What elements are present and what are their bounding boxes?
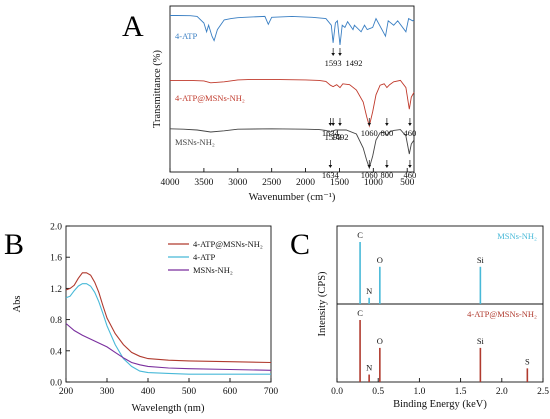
ftir-peak-arrowhead — [338, 53, 342, 56]
ftir-peak-arrowhead — [408, 123, 412, 126]
eds-x-tick-label: 2.5 — [537, 387, 549, 397]
uvvis-x-tick-label: 300 — [100, 387, 115, 397]
ftir-series-labels: 4-ATP 4-ATP@MSNs-NH₂ MSNs-NH₂ — [175, 31, 245, 147]
eds-x-tick-label: 0.5 — [372, 387, 384, 397]
uvvis-y-tick-label: 0.8 — [50, 316, 62, 326]
ftir-x-tick-label: 3500 — [194, 178, 213, 188]
uvvis-plot-frame — [65, 225, 272, 383]
uvvis-series-line — [65, 323, 272, 371]
ftir-peak-label: 1634 — [322, 170, 340, 180]
ftir-peak-label: 800 — [381, 128, 394, 138]
ftir-series-label-msns: MSNs-NH₂ — [175, 137, 215, 147]
panel-letter-c: C — [290, 228, 310, 261]
eds-series: C N O Si C N O Si S — [357, 230, 530, 382]
ftir-peak-arrowhead — [367, 123, 372, 126]
ftir-peak-arrowhead — [367, 165, 372, 168]
eds-peak-label: Si — [477, 336, 485, 346]
uvvis-legend: 4-ATP@MSNs-NH₂ 4-ATP MSNs-NH₂ — [168, 239, 263, 275]
eds-x-tick-label: 1.5 — [455, 387, 467, 397]
eds-series-label-atp-msns: 4-ATP@MSNs-NH₂ — [467, 309, 537, 319]
eds-x-tick-label: 1.0 — [413, 387, 425, 397]
ftir-peak-label: 460 — [404, 128, 417, 138]
ftir-peak-label: 1492 — [331, 132, 348, 142]
eds-peak-label: Si — [477, 255, 485, 265]
ftir-x-tick-label: 2500 — [262, 178, 281, 188]
panel-letter-a: A — [122, 10, 144, 43]
uvvis-x-tick-label: 500 — [182, 387, 197, 397]
ftir-series-label-atp-msns: 4-ATP@MSNs-NH₂ — [175, 93, 245, 103]
eds-peak-label: C — [357, 308, 363, 318]
uvvis-x-tick-label: 200 — [59, 387, 74, 397]
eds-x-axis-title: Binding Energy (keV) — [393, 399, 487, 410]
ftir-series-label-atp: 4-ATP — [175, 31, 197, 41]
eds-x-tick-label: 2.0 — [496, 387, 508, 397]
eds-x-tick-label: 0.0 — [331, 387, 343, 397]
uvvis-y-tick-label: 0.4 — [50, 347, 62, 357]
uvvis-y-tick-label: 0.0 — [50, 379, 62, 389]
ftir-peak-label: 1634 — [322, 128, 340, 138]
ftir-x-tick-label: 3000 — [228, 178, 247, 188]
ftir-peak-arrowhead — [331, 123, 335, 126]
ftir-peak-label: 1593 — [325, 132, 342, 142]
ftir-x-tick-label: 500 — [400, 178, 415, 188]
ftir-peak-arrowhead — [385, 123, 389, 126]
ftir-series-line — [169, 128, 415, 170]
uvvis-ticks: 200 300 400 500 600 700 0.0 0.4 0.8 1.2 1.6 2.0 — [50, 223, 278, 398]
ftir-peak-label: 1060 — [361, 170, 378, 180]
uvvis-y-tick-label: 1.6 — [50, 254, 62, 264]
ftir-peak-label: 800 — [381, 170, 394, 180]
uvvis-x-axis-title: Wavelength (nm) — [132, 403, 205, 414]
ftir-peak-arrowhead — [338, 123, 342, 126]
eds-peak-label: N — [366, 286, 372, 296]
uvvis-legend-label-atp: 4-ATP — [193, 252, 215, 262]
panel-letter-b: B — [4, 228, 24, 261]
ftir-x-tick-label: 1500 — [330, 178, 349, 188]
ftir-y-axis-title: Transmittance (%) — [152, 49, 163, 128]
ftir-series — [169, 15, 415, 170]
ftir-x-tick-label: 2000 — [296, 178, 315, 188]
ftir-peak-label: 1060 — [361, 128, 378, 138]
uvvis-legend-label-msns: MSNs-NH₂ — [193, 265, 233, 275]
eds-x-ticks: 0.0 0.5 1.0 1.5 2.0 2.5 — [331, 378, 549, 397]
ftir-peak-label: 1492 — [345, 58, 362, 68]
ftir-peak-label: 460 — [404, 170, 417, 180]
ftir-peak-arrowhead — [331, 53, 335, 56]
eds-peak-label: C — [357, 230, 363, 240]
ftir-series-line — [170, 15, 415, 46]
ftir-peak-arrowhead — [328, 165, 333, 168]
uvvis-legend-label-atp-msns: 4-ATP@MSNs-NH₂ — [193, 239, 263, 249]
eds-peak-label: S — [525, 356, 530, 366]
uvvis-x-tick-label: 600 — [223, 387, 238, 397]
ftir-chart: 4000 3500 3000 2500 2000 1500 1000 500 4-ATP 4-… — [152, 5, 416, 203]
ftir-x-axis-title: Wavenumber (cm⁻¹) — [249, 192, 336, 203]
ftir-plot-frame — [169, 5, 415, 173]
eds-series-label-msns: MSNs-NH₂ — [497, 231, 537, 241]
eds-peak-label: O — [377, 255, 383, 265]
uvvis-x-tick-label: 700 — [264, 387, 279, 397]
eds-peak-label: N — [366, 363, 372, 373]
uvvis-y-tick-label: 1.2 — [50, 285, 62, 295]
uvvis-y-axis-title: Abs — [12, 296, 23, 313]
ftir-peak-label: 1593 — [325, 58, 342, 68]
ftir-x-tick-label: 4000 — [161, 178, 180, 188]
ftir-peak-arrowhead — [408, 165, 412, 168]
eds-y-axis-title: Intensity (CPS) — [317, 271, 328, 337]
uvvis-chart: 200 300 400 500 600 700 0.0 0.4 0.8 1.2 1.6 2.0 4-A… — [12, 223, 278, 415]
ftir-peak-arrowhead — [328, 123, 333, 126]
ftir-x-ticks: 4000 3500 3000 2500 2000 1500 1000 500 — [161, 168, 415, 188]
uvvis-x-tick-label: 400 — [141, 387, 156, 397]
eds-peak-label: O — [377, 336, 383, 346]
uvvis-y-tick-label: 2.0 — [50, 223, 62, 233]
ftir-series-line — [170, 78, 415, 128]
ftir-x-tick-label: 1000 — [364, 178, 383, 188]
uvvis-series-line — [65, 283, 271, 375]
ftir-peak-arrowhead — [385, 165, 389, 168]
uvvis-series-line — [65, 272, 272, 364]
uvvis-series — [65, 272, 272, 375]
